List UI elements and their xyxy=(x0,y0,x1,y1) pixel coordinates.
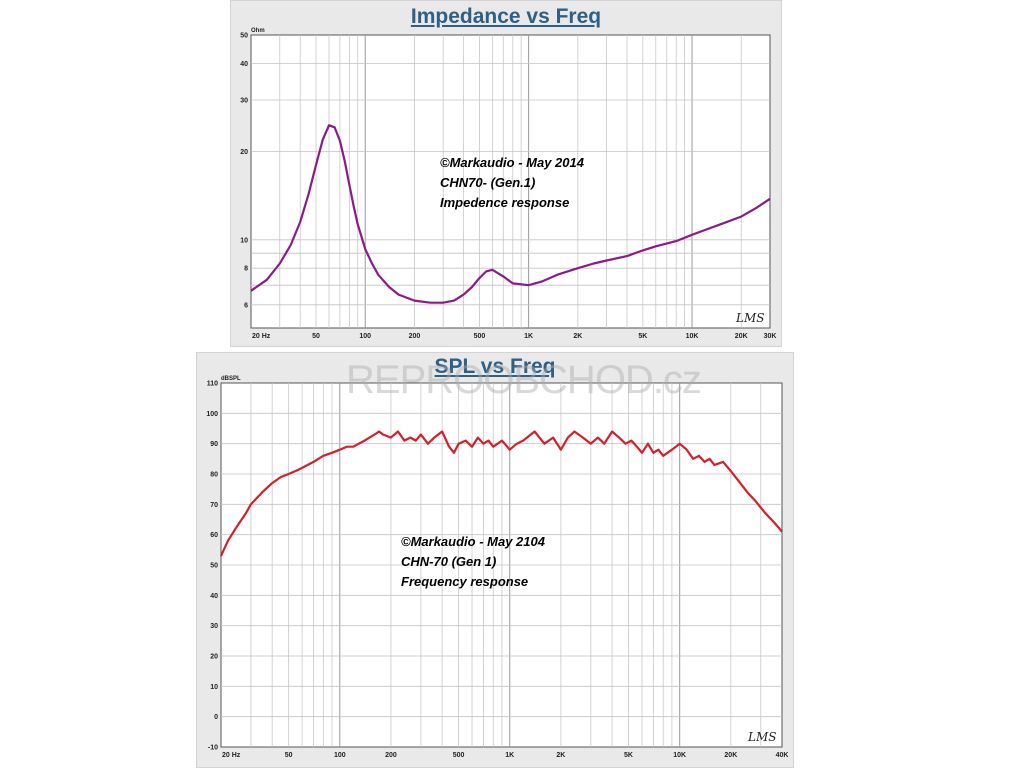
lms-signature: LMS xyxy=(747,730,776,744)
x-tick-label: 5K xyxy=(624,752,633,759)
plot-area xyxy=(250,34,771,329)
y-tick-label: 10 xyxy=(240,237,248,244)
y-axis-unit: dBSPL xyxy=(221,376,241,382)
y-tick-label: 0 xyxy=(214,714,218,721)
y-tick-label: -10 xyxy=(208,745,218,752)
x-tick-label: 20 Hz xyxy=(222,752,241,759)
y-tick-label: 30 xyxy=(210,623,218,630)
x-tick-label: 20K xyxy=(724,752,737,759)
y-tick-label: 6 xyxy=(244,302,248,309)
x-tick-label: 10K xyxy=(686,333,699,340)
x-tick-label: 5K xyxy=(638,333,647,340)
y-tick-label: 20 xyxy=(210,654,218,661)
x-grid xyxy=(279,35,742,328)
lms-signature: LMS xyxy=(735,311,764,325)
y-tick-label: 20 xyxy=(240,149,248,156)
spl-chart-panel: SPL vs Freq 20 Hz 50 100 200 500 1K 2K 5K 10K 20K… xyxy=(196,352,794,768)
y-tick-label: 60 xyxy=(210,532,218,539)
series-line-0 xyxy=(220,430,783,557)
x-tick-label: 50 xyxy=(285,752,293,759)
y-tick-label: 90 xyxy=(210,441,218,448)
y-tick-label: 80 xyxy=(210,472,218,479)
spl-chart-title: SPL vs Freq xyxy=(434,355,556,378)
x-tick-label: 30K xyxy=(764,333,777,340)
y-axis-unit: Ohm xyxy=(251,28,265,34)
annotation-line: Impedence response xyxy=(440,195,569,210)
spl-chart: 20 Hz 50 100 200 500 1K 2K 5K 10K 20K 40K110100908… xyxy=(206,376,789,759)
x-tick-label: 50 xyxy=(312,333,320,340)
x-tick-label: 1K xyxy=(505,752,514,759)
series-line-0 xyxy=(250,124,771,304)
y-tick-label: 70 xyxy=(210,502,218,509)
y-tick-label: 30 xyxy=(240,98,248,105)
x-tick-label: 2K xyxy=(573,333,582,340)
annotation-line: ©Markaudio - May 2014 xyxy=(440,155,585,170)
x-tick-label: 40K xyxy=(776,752,789,759)
impedance-chart-panel: Impedance vs Freq 20 Hz 50 100 200 500 1K 2K 5K… xyxy=(230,0,782,347)
y-tick-label: 8 xyxy=(244,266,248,273)
x-tick-label: 10K xyxy=(673,752,686,759)
x-tick-label: 100 xyxy=(334,752,346,759)
y-tick-label: 50 xyxy=(240,33,248,40)
x-tick-label: 2K xyxy=(556,752,565,759)
y-grid xyxy=(251,62,770,306)
x-tick-label: 100 xyxy=(359,333,371,340)
x-tick-label: 200 xyxy=(409,333,421,340)
y-tick-label: 40 xyxy=(210,593,218,600)
x-tick-label: 20K xyxy=(735,333,748,340)
impedance-chart-title: Impedance vs Freq xyxy=(410,5,602,28)
y-grid xyxy=(221,412,782,718)
y-tick-label: 110 xyxy=(207,381,218,388)
y-tick-label: 100 xyxy=(206,411,218,418)
watermark: REPROOBCHOD.cz xyxy=(346,358,702,402)
annotation-line: ©Markaudio - May 2104 xyxy=(401,534,546,549)
x-tick-label: 20 Hz xyxy=(252,333,271,340)
y-tick-label: 50 xyxy=(210,563,218,570)
annotation-line: CHN-70 (Gen 1) xyxy=(401,554,496,569)
impedance-chart: 20 Hz 50 100 200 500 1K 2K 5K 10K 20K 30K 6 8 10 20 30 4… xyxy=(240,28,777,340)
x-tick-label: 200 xyxy=(385,752,397,759)
y-tick-label: 10 xyxy=(210,684,218,691)
x-tick-label: 1K xyxy=(524,333,533,340)
annotation-line: Frequency response xyxy=(401,574,528,589)
x-tick-label: 500 xyxy=(474,333,486,340)
x-tick-label: 500 xyxy=(453,752,465,759)
annotation-line: CHN70- (Gen.1) xyxy=(440,175,535,190)
y-tick-label: 40 xyxy=(240,61,248,68)
